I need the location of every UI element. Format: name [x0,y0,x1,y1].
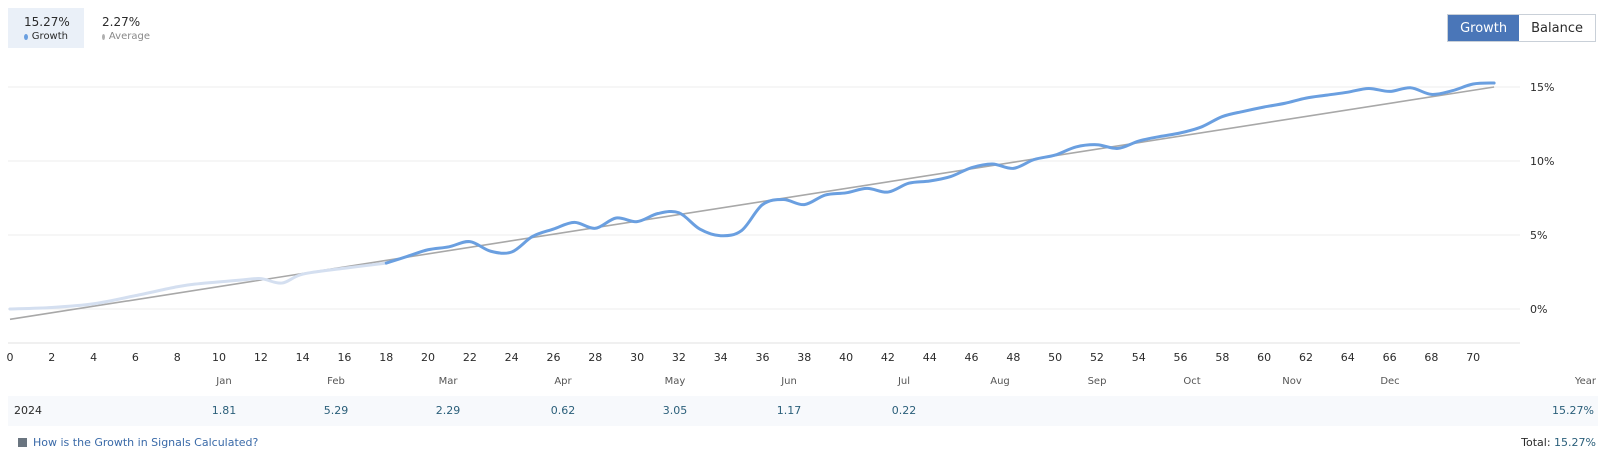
month-header-mar: Mar [438,376,458,387]
year-row: 2024 1.81 5.29 2.29 0.62 3.05 1.17 0.22 15.27% [8,396,1598,426]
x-tick-label: 24 [505,351,519,364]
growth-dot-icon [24,34,28,40]
x-tick-label: 14 [296,351,310,364]
x-tick-label: 70 [1466,351,1480,364]
month-header-oct: Oct [1183,376,1201,387]
x-tick-label: 46 [965,351,979,364]
balance-toggle-button[interactable]: Balance [1519,15,1595,41]
x-tick-label: 10 [212,351,226,364]
y-tick-label: 15% [1530,81,1554,94]
growth-toggle-button[interactable]: Growth [1448,15,1520,41]
growth-calculation-link[interactable]: How is the Growth in Signals Calculated? [18,436,258,449]
x-tick-label: 26 [546,351,560,364]
x-tick-label: 16 [337,351,351,364]
growth-legend-label: Growth [24,30,68,44]
average-value: 2.27% [102,15,141,29]
x-tick-label: 20 [421,351,435,364]
month-header-apr: Apr [554,376,572,387]
x-tick-label: 8 [174,351,181,364]
month-value-apr: 0.62 [550,404,576,417]
x-tick-label: 30 [630,351,644,364]
month-header-jun: Jun [781,376,797,387]
average-series-line [9,86,1495,321]
month-value-jul: 0.22 [891,404,917,417]
year-total: 15.27% [1552,404,1594,417]
growth-label: Growth [31,31,68,42]
x-tick-label: 40 [839,351,853,364]
growth-calculation-link-text: How is the Growth in Signals Calculated? [33,436,259,449]
x-tick-label: 68 [1424,351,1438,364]
x-tick-label: 42 [881,351,895,364]
x-tick-label: 0 [7,351,14,364]
y-axis-labels: 0% 5% 10% 15% [1530,81,1554,316]
month-header-jul: Jul [897,376,911,387]
x-tick-label: 60 [1257,351,1271,364]
growth-chart: 0%5%10%15% 0 2 4 6 8 10 12 14 16 18 20 22 24 26 28 30 32… [7,81,1555,364]
growth-series-line [384,81,1496,265]
month-value-jan: 1.81 [211,404,237,417]
month-header-jan: Jan [216,376,232,387]
legend-growth-tab[interactable]: 15.27% Growth [8,8,84,48]
y-tick-label: 0% [1530,303,1547,316]
x-tick-label: 58 [1215,351,1229,364]
grid-lines [8,86,1520,344]
x-axis-labels: 0 2 4 6 8 10 12 14 16 18 20 22 24 26 28 30 32 34 36 38 40 42 4… [7,351,1481,364]
year-label: 2024 [14,404,42,417]
month-header-dec: Dec [1380,376,1400,387]
average-legend-label: Average [102,30,150,44]
y-tick-label: 5% [1530,229,1547,242]
x-tick-label: 34 [714,351,728,364]
footer-total-value: 15.27% [1554,436,1596,449]
x-tick-label: 28 [588,351,602,364]
month-header-may: May [664,376,686,387]
footer-total-label: Total: [1521,436,1551,449]
x-tick-label: 44 [923,351,937,364]
x-tick-label: 50 [1048,351,1062,364]
x-tick-label: 52 [1090,351,1104,364]
x-tick-label: 56 [1174,351,1188,364]
month-header-aug: Aug [990,376,1010,387]
x-tick-label: 32 [672,351,686,364]
x-tick-label: 38 [797,351,811,364]
chart-lines [8,81,1496,321]
x-tick-label: 64 [1341,351,1355,364]
month-header-sep: Sep [1087,376,1107,387]
month-value-may: 3.05 [662,404,688,417]
legend-average-tab[interactable]: 2.27% Average [86,8,166,48]
average-dot-icon [102,34,105,40]
x-tick-label: 2 [48,351,55,364]
growth-balance-toggle: Growth Balance [1447,14,1596,42]
growth-value: 15.27% [24,15,70,29]
month-header-nov: Nov [1282,376,1302,387]
x-tick-label: 6 [132,351,139,364]
x-tick-label: 22 [463,351,477,364]
x-tick-label: 36 [756,351,770,364]
document-icon [18,438,27,447]
year-column-header: Year [1574,376,1596,387]
month-value-jun: 1.17 [776,404,802,417]
x-tick-label: 54 [1132,351,1146,364]
y-tick-label: 10% [1530,155,1554,168]
month-value-mar: 2.29 [435,404,461,417]
footer-total: Total: 15.27% [1521,436,1596,449]
growth-series-line-faded [8,261,388,311]
x-tick-label: 18 [379,351,393,364]
x-tick-label: 62 [1299,351,1313,364]
x-tick-label: 4 [90,351,97,364]
average-label: Average [108,31,150,42]
x-tick-label: 12 [254,351,268,364]
x-tick-label: 66 [1383,351,1397,364]
x-tick-label: 48 [1006,351,1020,364]
month-value-feb: 5.29 [323,404,349,417]
month-header-feb: Feb [327,376,345,387]
